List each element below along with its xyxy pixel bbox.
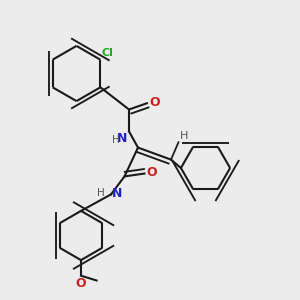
Text: O: O	[149, 95, 160, 109]
Text: H: H	[97, 188, 104, 198]
Text: Cl: Cl	[102, 48, 114, 58]
Text: N: N	[117, 132, 128, 145]
Text: O: O	[76, 277, 86, 290]
Text: N: N	[112, 187, 122, 200]
Text: H: H	[112, 135, 120, 145]
Text: H: H	[179, 131, 188, 141]
Text: O: O	[147, 166, 157, 179]
